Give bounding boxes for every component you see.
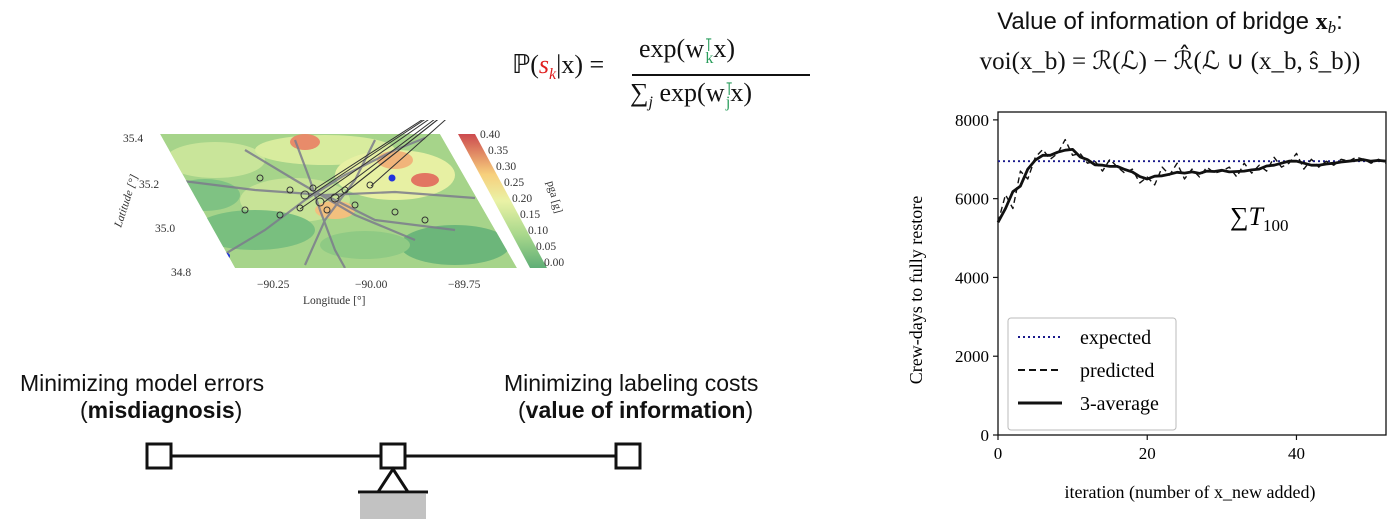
colorbar-tick: 0.20 xyxy=(512,193,532,205)
y-tick-label: 4000 xyxy=(955,268,989,287)
selected-bridge-marker xyxy=(388,174,396,182)
lon-label: Longitude [°] xyxy=(303,295,365,307)
plot-frame xyxy=(997,111,1387,436)
colorbar-tick: 0.10 xyxy=(528,225,548,237)
right-objective-title: Minimizing labeling costs xyxy=(504,370,759,396)
y-tick-label: 2000 xyxy=(955,347,989,366)
x-tick-label: 0 xyxy=(994,444,1003,463)
lat-tick: 35.2 xyxy=(139,179,159,191)
lon-tick: −90.00 xyxy=(355,279,388,291)
right-objective: Minimizing labeling costs (value of info… xyxy=(504,370,759,423)
leader-lines xyxy=(299,120,446,210)
pga-map: 0.40 0.35 0.30 0.25 0.20 0.15 0.10 0.05 … xyxy=(112,120,564,307)
formula-denominator: ∑j exp(w⊺jx) xyxy=(630,78,752,112)
fulcrum xyxy=(375,466,411,494)
y-tick-label: 6000 xyxy=(955,190,989,209)
y-tick-label: 8000 xyxy=(955,111,989,130)
colorbar-label: pga [g] xyxy=(544,180,564,215)
formula-numerator: exp(w⊺kx) xyxy=(639,34,736,68)
x-tick-label: 20 xyxy=(1139,444,1156,463)
y-axis-label: Crew-days to fully restore xyxy=(906,196,926,384)
colorbar-tick: 0.00 xyxy=(544,257,564,269)
legend-label-3-average: 3-average xyxy=(1080,393,1159,415)
selected-bridge-marker xyxy=(224,253,230,259)
colorbar-tick: 0.15 xyxy=(520,209,540,221)
lat-tick: 35.0 xyxy=(155,223,175,235)
given-x: |x) = xyxy=(556,50,605,79)
lon-tick: −90.25 xyxy=(257,279,290,291)
left-weight-box xyxy=(145,442,173,470)
balance-scale xyxy=(145,442,642,519)
probability-formula: ℙ(sk|x) = exp(w⊺kx) ∑j exp(w⊺jx) xyxy=(512,34,812,118)
x-axis-label: iteration (number of x_new added) xyxy=(1065,482,1316,503)
voi-equation: voi(x_b) = ℛ(ℒ) − ℛ̂(ℒ ∪ (x_b, ŝ_b)) xyxy=(979,48,1361,75)
colorbar-tick: 0.40 xyxy=(480,129,500,141)
center-pivot-box xyxy=(379,442,407,470)
misdiagnosis-label: misdiagnosis xyxy=(87,397,235,423)
x-tick-label: 40 xyxy=(1288,444,1305,463)
legend-label-expected: expected xyxy=(1080,327,1151,349)
y-tick-label: 0 xyxy=(981,426,990,445)
voi-label: value of information xyxy=(525,397,746,423)
colorbar-tick: 0.25 xyxy=(504,177,524,189)
colorbar-tick: 0.05 xyxy=(536,241,556,253)
left-objective: Minimizing model errors (misdiagnosis) xyxy=(20,370,265,423)
voi-title: Value of information of bridge xb: voi(x… xyxy=(960,8,1380,76)
colorbar-tick: 0.30 xyxy=(496,161,516,173)
left-objective-title: Minimizing model errors xyxy=(20,370,265,396)
sum-annotation: ∑T100 xyxy=(1230,202,1289,235)
lat-label: Latitude [°] xyxy=(112,173,141,230)
chart-legend: expected predicted 3-average xyxy=(1007,317,1177,431)
legend-label-predicted: predicted xyxy=(1080,360,1154,382)
lat-tick: 34.8 xyxy=(171,267,191,279)
colorbar-tick: 0.35 xyxy=(488,145,508,157)
right-weight-box xyxy=(614,442,642,470)
fulcrum-base xyxy=(360,494,426,519)
series-3-average xyxy=(996,148,1387,223)
lat-tick: 35.4 xyxy=(123,133,143,145)
crew-days-chart: 0 2000 4000 6000 8000 0 20 40 Crew-days to full… xyxy=(906,111,1387,503)
series-predicted xyxy=(997,138,1387,223)
lon-tick: −89.75 xyxy=(448,279,481,291)
fraction-bar xyxy=(632,74,810,76)
state-variable: sk xyxy=(538,50,557,84)
prob-symbol: ℙ( xyxy=(512,50,539,79)
colorbar xyxy=(458,134,547,268)
